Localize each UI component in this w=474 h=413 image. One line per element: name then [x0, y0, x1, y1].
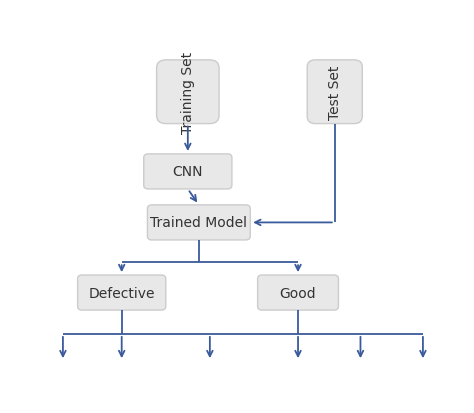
FancyBboxPatch shape [144, 154, 232, 190]
FancyBboxPatch shape [147, 205, 250, 240]
FancyBboxPatch shape [258, 275, 338, 310]
FancyBboxPatch shape [156, 61, 219, 124]
FancyBboxPatch shape [307, 61, 362, 124]
Text: Defective: Defective [89, 286, 155, 300]
Text: CNN: CNN [173, 165, 203, 179]
Text: Trained Model: Trained Model [150, 216, 247, 230]
FancyBboxPatch shape [78, 275, 166, 310]
Text: Training Set: Training Set [181, 52, 195, 133]
Text: Test Set: Test Set [328, 65, 342, 120]
Text: Good: Good [280, 286, 316, 300]
